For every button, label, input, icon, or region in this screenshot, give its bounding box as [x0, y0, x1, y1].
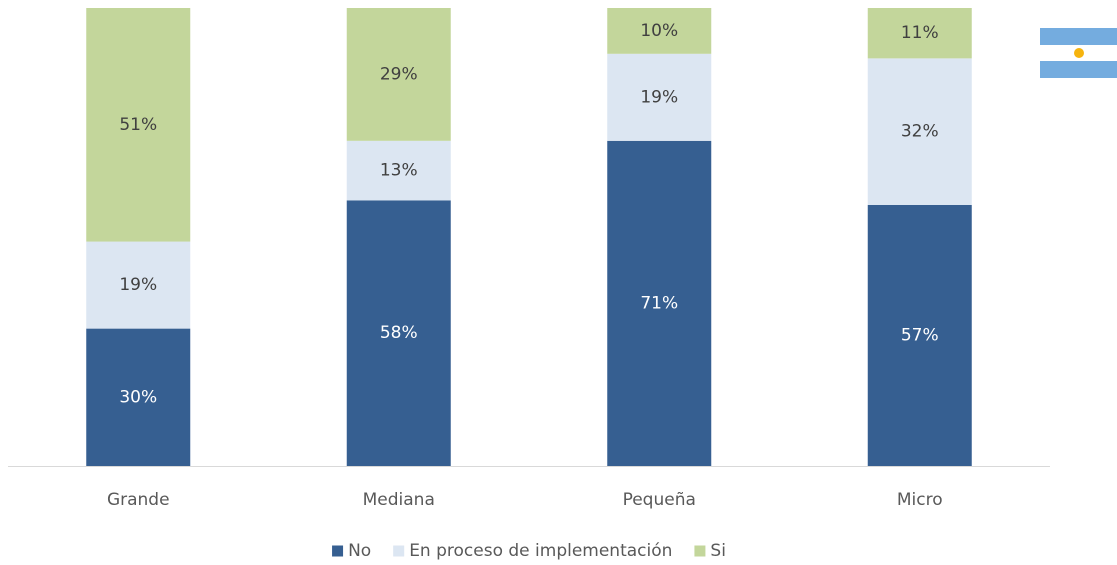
data-label: 19% — [119, 275, 157, 295]
data-label: 30% — [119, 387, 157, 407]
legend-label: No — [348, 541, 371, 561]
data-label: 11% — [901, 23, 939, 43]
flag-sun — [1074, 48, 1084, 58]
bar-segment — [346, 140, 451, 201]
data-label: 57% — [901, 325, 939, 345]
data-label: 19% — [640, 87, 678, 107]
flag-stripe — [1040, 61, 1117, 78]
bar-segment — [86, 241, 191, 329]
legend-swatch — [332, 545, 344, 557]
bar-segment — [607, 53, 712, 141]
bar-segment — [867, 58, 972, 205]
data-label: 10% — [640, 21, 678, 41]
bar-segment — [867, 204, 972, 466]
bar-segment — [607, 8, 712, 54]
bar-segment — [607, 140, 712, 466]
legend-label: En proceso de implementación — [409, 541, 672, 561]
legend-label: Si — [710, 541, 726, 561]
bar-segment — [86, 8, 191, 242]
data-label: 58% — [380, 323, 418, 343]
data-label: 32% — [901, 122, 939, 142]
bar-segment — [346, 8, 451, 141]
x-tick-label: Grande — [107, 490, 170, 510]
legend-swatch — [393, 545, 405, 557]
flag-icon — [1040, 28, 1117, 78]
bar-segment — [346, 200, 451, 467]
data-label: 29% — [380, 64, 418, 84]
flag-stripe — [1040, 28, 1117, 45]
data-label: 13% — [380, 161, 418, 181]
data-label: 71% — [640, 293, 678, 313]
data-label: 51% — [119, 115, 157, 135]
x-tick-label: Mediana — [363, 490, 435, 510]
x-tick-label: Pequeña — [623, 490, 696, 510]
bar-segment — [86, 328, 191, 466]
x-tick-label: Micro — [897, 490, 943, 510]
bar-segment — [867, 8, 972, 59]
legend-swatch — [694, 545, 706, 557]
